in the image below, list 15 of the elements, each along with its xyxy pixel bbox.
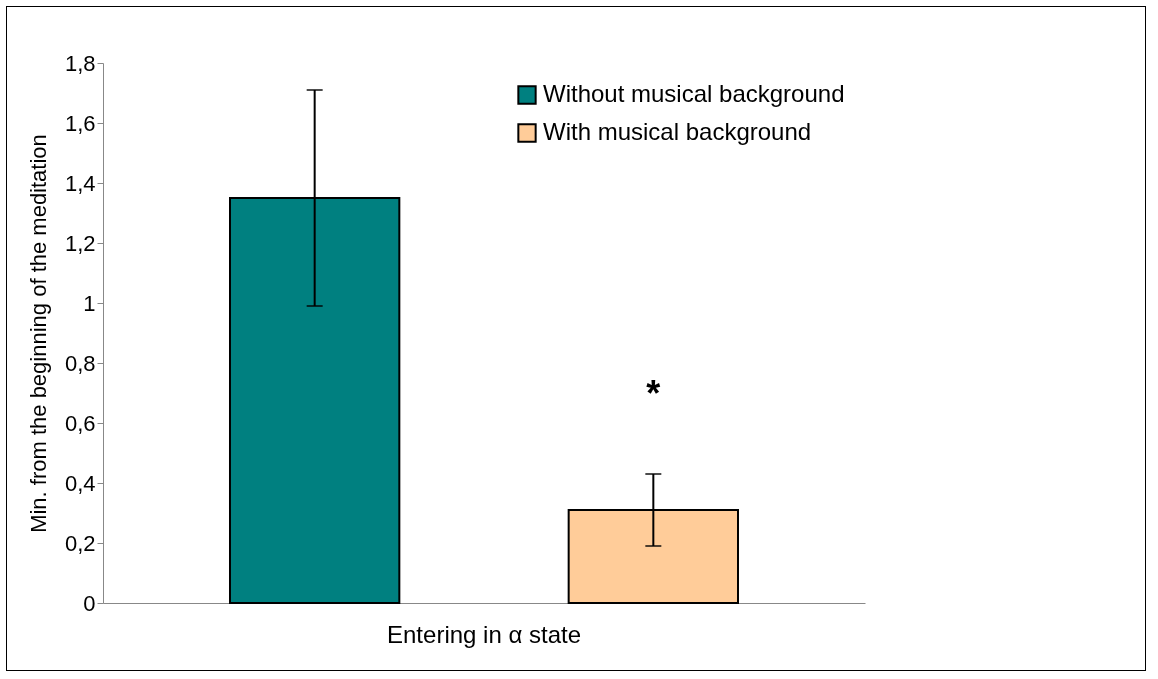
y-tick-label: 0,4 <box>64 470 96 496</box>
x-tick-label: Entering in α state <box>387 620 581 648</box>
y-tick-label: 0,6 <box>64 410 96 436</box>
legend-label: With musical background <box>543 118 812 145</box>
y-tick-label: 1,4 <box>64 170 96 196</box>
legend-label: Without musical background <box>543 80 845 107</box>
y-tick-label: 0 <box>83 590 96 616</box>
y-tick-label: 1,8 <box>64 50 96 76</box>
annotation: * <box>646 373 661 414</box>
y-tick-label: 0,8 <box>64 350 96 376</box>
y-tick-label: 0,2 <box>64 530 96 556</box>
y-tick-label: 1 <box>83 290 96 316</box>
y-axis-title: Min. from the beginning of the meditation <box>25 134 51 533</box>
y-tick-label: 1,6 <box>64 110 96 136</box>
y-tick-label: 1,2 <box>64 230 96 256</box>
